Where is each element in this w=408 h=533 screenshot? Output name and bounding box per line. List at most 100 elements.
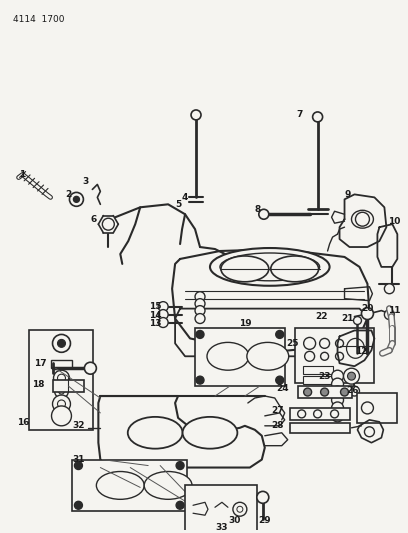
Text: 32: 32 (72, 421, 85, 430)
Circle shape (58, 400, 65, 408)
Circle shape (321, 352, 328, 360)
Text: 16: 16 (18, 418, 30, 427)
Circle shape (195, 305, 205, 316)
Circle shape (364, 427, 375, 437)
Text: 14: 14 (149, 311, 162, 320)
Ellipse shape (207, 342, 249, 370)
Circle shape (321, 388, 328, 396)
Circle shape (55, 384, 69, 398)
Text: 28: 28 (271, 421, 284, 430)
Text: 19: 19 (239, 319, 251, 328)
Circle shape (332, 378, 344, 390)
Circle shape (73, 196, 80, 203)
Text: 24: 24 (276, 384, 289, 393)
Circle shape (58, 374, 65, 382)
Circle shape (355, 212, 369, 226)
Ellipse shape (247, 342, 289, 370)
Circle shape (53, 395, 71, 413)
Circle shape (176, 462, 184, 470)
Circle shape (332, 402, 344, 414)
Circle shape (237, 506, 243, 512)
Text: 4: 4 (182, 193, 188, 202)
Circle shape (158, 302, 168, 312)
Bar (290, 423, 350, 433)
Circle shape (332, 370, 344, 382)
Circle shape (348, 372, 355, 380)
Text: 12: 12 (355, 347, 368, 356)
Bar (51, 360, 73, 368)
Circle shape (195, 292, 205, 302)
Circle shape (195, 298, 205, 309)
Bar (357, 393, 397, 423)
Ellipse shape (220, 253, 319, 281)
Ellipse shape (271, 256, 319, 282)
Circle shape (332, 410, 344, 422)
Text: 29: 29 (259, 516, 271, 524)
Circle shape (53, 334, 71, 352)
Text: 27: 27 (271, 407, 284, 415)
Circle shape (58, 340, 65, 348)
Ellipse shape (144, 472, 192, 499)
Bar (29, 330, 93, 430)
Text: 10: 10 (388, 217, 401, 225)
Circle shape (332, 394, 344, 406)
Text: 3: 3 (82, 177, 89, 186)
Circle shape (74, 462, 82, 470)
Text: 1: 1 (20, 170, 26, 179)
Circle shape (259, 209, 269, 219)
Circle shape (384, 310, 395, 320)
Circle shape (361, 308, 373, 320)
Circle shape (353, 317, 361, 325)
Text: 18: 18 (32, 379, 45, 389)
Text: 13: 13 (149, 319, 162, 328)
Circle shape (233, 502, 247, 516)
Text: 5: 5 (175, 200, 181, 209)
Circle shape (58, 388, 64, 394)
Text: 33: 33 (216, 523, 228, 531)
Ellipse shape (96, 472, 144, 499)
Circle shape (384, 284, 395, 294)
Circle shape (330, 410, 339, 418)
Circle shape (74, 502, 82, 509)
Circle shape (84, 362, 96, 374)
Circle shape (53, 370, 69, 386)
Text: 26: 26 (346, 385, 359, 394)
Circle shape (314, 410, 322, 418)
Bar (195, 328, 285, 386)
Text: 11: 11 (388, 306, 401, 315)
Text: 4114  1700: 4114 1700 (13, 14, 64, 23)
Circle shape (332, 386, 344, 398)
Circle shape (335, 340, 344, 348)
Circle shape (276, 376, 284, 384)
Text: 25: 25 (286, 339, 299, 348)
Text: 2: 2 (65, 190, 71, 199)
Circle shape (276, 330, 284, 338)
Text: 23: 23 (318, 372, 331, 381)
Circle shape (335, 352, 344, 360)
Circle shape (176, 502, 184, 509)
Bar (185, 486, 257, 533)
Circle shape (304, 337, 316, 349)
Ellipse shape (210, 248, 330, 286)
Bar (303, 366, 333, 374)
Circle shape (69, 192, 83, 206)
Text: 6: 6 (90, 215, 97, 224)
Circle shape (158, 310, 168, 320)
Text: 31: 31 (72, 455, 85, 464)
Bar (53, 380, 84, 392)
Circle shape (196, 330, 204, 338)
Text: 8: 8 (255, 205, 261, 214)
Circle shape (350, 345, 359, 356)
Circle shape (313, 112, 323, 122)
Bar (298, 386, 353, 398)
Text: 22: 22 (315, 312, 328, 321)
Ellipse shape (182, 417, 237, 449)
Text: 7: 7 (297, 110, 303, 119)
Circle shape (304, 388, 312, 396)
Circle shape (298, 410, 306, 418)
Circle shape (341, 388, 348, 396)
Bar (290, 408, 350, 420)
Circle shape (191, 110, 201, 120)
Circle shape (305, 351, 315, 361)
Ellipse shape (346, 338, 364, 358)
